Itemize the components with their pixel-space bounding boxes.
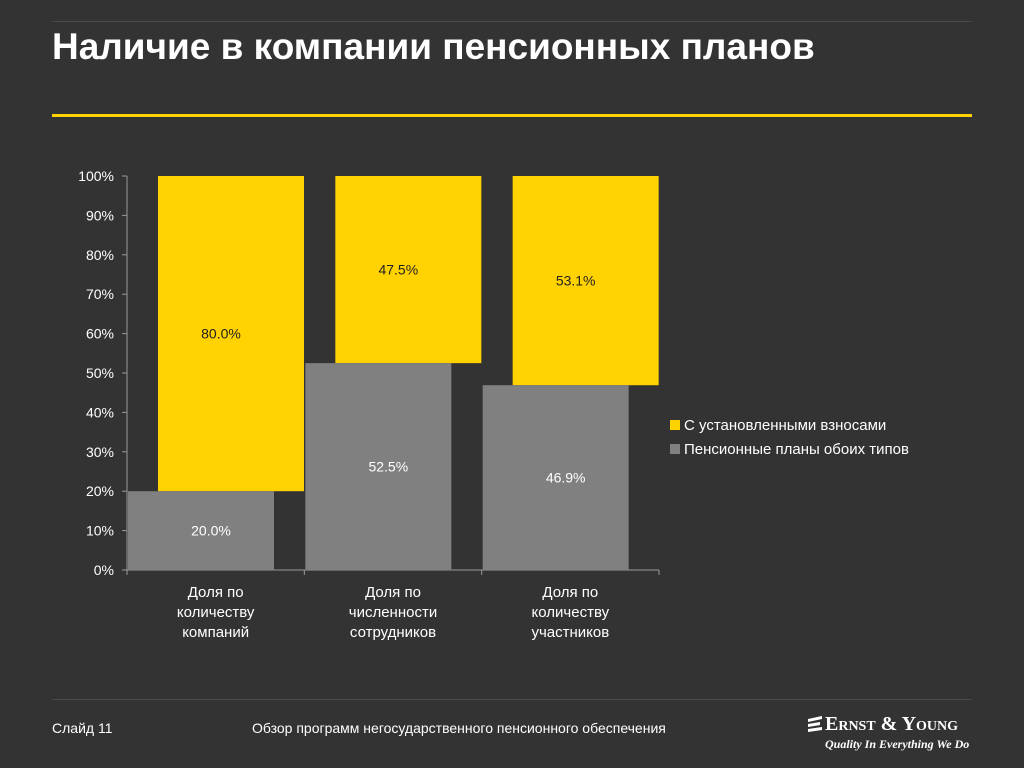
- data-label-contribution: 80.0%: [201, 326, 241, 342]
- data-label-contribution: 53.1%: [556, 273, 596, 289]
- x-category-label: участников: [531, 624, 609, 641]
- top-divider: [52, 21, 972, 22]
- y-tick-label: 70%: [86, 286, 114, 302]
- x-category-label: количеству: [532, 604, 610, 621]
- title-underline: [52, 114, 972, 117]
- footer-divider: [52, 699, 972, 700]
- y-tick-label: 10%: [86, 523, 114, 539]
- y-tick-label: 60%: [86, 326, 114, 342]
- y-tick-label: 100%: [78, 168, 114, 184]
- y-tick-label: 40%: [86, 404, 114, 420]
- legend-label: Пенсионные планы обоих типов: [684, 440, 909, 458]
- x-category-label: Доля по: [542, 584, 598, 601]
- y-tick-label: 90%: [86, 207, 114, 223]
- y-tick-label: 0%: [94, 562, 114, 578]
- data-label-both: 52.5%: [368, 459, 408, 475]
- x-category-label: количеству: [177, 604, 255, 621]
- footer-text: Обзор программ негосударственного пенсио…: [252, 720, 666, 736]
- data-label-contribution: 47.5%: [378, 262, 418, 278]
- y-tick-label: 30%: [86, 444, 114, 460]
- chart-legend: С установленными взносами Пенсионные пла…: [670, 413, 909, 461]
- bar-both-types: [128, 491, 274, 570]
- y-tick-label: 80%: [86, 247, 114, 263]
- legend-label: С установленными взносами: [684, 416, 887, 434]
- page-title: Наличие в компании пенсионных планов: [52, 26, 815, 67]
- legend-swatch-gray: [670, 444, 680, 454]
- y-tick-label: 20%: [86, 483, 114, 499]
- stacked-bar-chart: 0% 10% 20% 30% 40% 50% 60% 70% 80% 90% 100% 20.0% 80…: [78, 168, 660, 641]
- x-category-label: компаний: [182, 624, 249, 641]
- slide-number: Слайд 11: [52, 720, 113, 736]
- y-tick-label: 50%: [86, 365, 114, 381]
- x-category-label: Доля по: [188, 584, 244, 601]
- bar-both-types: [482, 385, 629, 570]
- legend-item-both: Пенсионные планы обоих типов: [670, 437, 909, 461]
- bar-contribution: [335, 176, 482, 364]
- x-category-label: численности: [349, 604, 437, 621]
- bar-both-types: [305, 363, 452, 570]
- x-category-label: Доля по: [365, 584, 421, 601]
- bar-contribution: [158, 176, 304, 492]
- logo-name: Ernst & Young: [825, 713, 959, 735]
- bar-contribution: [512, 176, 659, 386]
- data-label-both: 46.9%: [546, 470, 586, 486]
- data-label-both: 20.0%: [191, 523, 231, 539]
- legend-swatch-yellow: [670, 420, 680, 430]
- logo-mark-icon: [808, 715, 822, 732]
- logo-tagline: Quality In Everything We Do: [825, 737, 970, 751]
- ernst-young-logo: Ernst & Young Quality In Everything We D…: [806, 713, 972, 752]
- legend-item-contribution: С установленными взносами: [670, 413, 909, 437]
- x-category-label: сотрудников: [350, 624, 436, 641]
